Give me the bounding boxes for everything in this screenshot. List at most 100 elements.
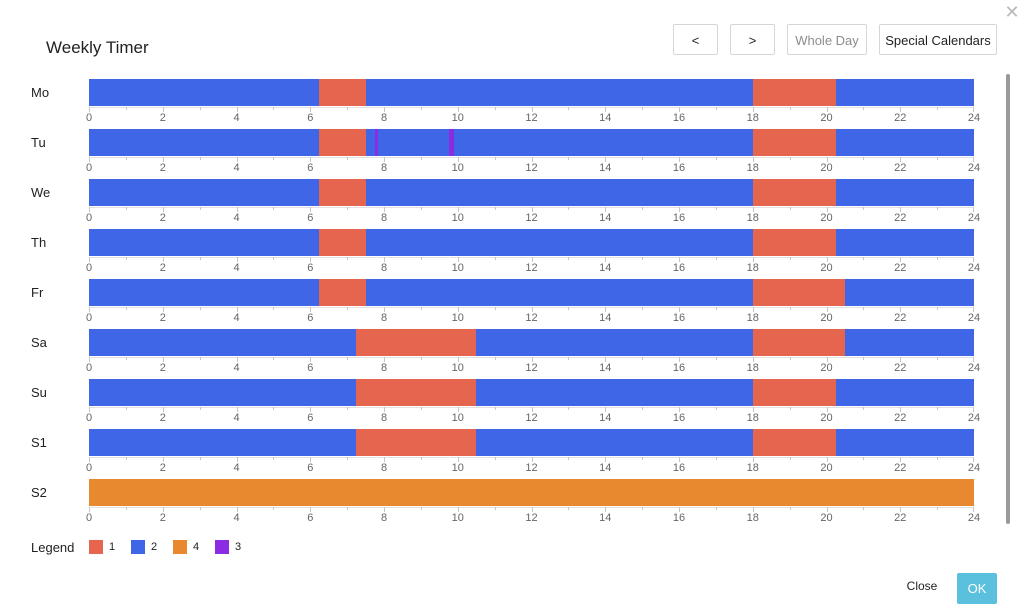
timeline-segment[interactable] [89, 329, 357, 356]
axis-tick [605, 407, 607, 412]
timeline-segment[interactable] [835, 229, 974, 256]
whole-day-button[interactable]: Whole Day [787, 24, 867, 55]
timeline-segment[interactable] [752, 229, 836, 256]
prev-button[interactable]: < [673, 24, 718, 55]
next-button[interactable]: > [730, 24, 775, 55]
axis-tick [973, 407, 974, 412]
axis-tick-label: 10 [451, 412, 464, 424]
axis-tick-label: 16 [672, 512, 686, 524]
timeline-segment[interactable] [356, 379, 477, 406]
timeline-segment[interactable] [448, 129, 455, 156]
timeline-segment[interactable] [319, 229, 366, 256]
axis-tick-label: 20 [820, 262, 833, 274]
axis-tick-label: 8 [380, 462, 388, 474]
timeline-segment[interactable] [89, 279, 320, 306]
timeline-segment[interactable] [752, 429, 836, 456]
timeline-segment[interactable] [319, 79, 366, 106]
axis-tick [236, 407, 238, 412]
timeline-bar[interactable] [89, 179, 974, 206]
timeline-segment[interactable] [835, 429, 974, 456]
timeline-segment[interactable] [835, 129, 974, 156]
timeline-segment[interactable] [89, 79, 320, 106]
axis-tick-label: 18 [746, 462, 759, 474]
axis-tick [605, 257, 607, 262]
timeline-segment[interactable] [365, 229, 753, 256]
axis-minor-tick [420, 457, 422, 460]
axis-tick [531, 507, 533, 512]
timeline-segment[interactable] [476, 429, 753, 456]
axis-minor-tick [863, 107, 865, 110]
timeline-bar[interactable] [89, 129, 974, 156]
timeline-segment[interactable] [844, 329, 974, 356]
timeline-bar[interactable] [89, 279, 974, 306]
axis-minor-tick [347, 457, 349, 460]
scrollbar[interactable] [1006, 74, 1010, 524]
axis-tick-label: 0 [85, 412, 93, 424]
timeline-segment[interactable] [454, 129, 753, 156]
axis-minor-tick [642, 457, 644, 460]
timeline-segment[interactable] [319, 179, 366, 206]
timeline-segment[interactable] [374, 129, 378, 156]
axis-tick-label: 18 [746, 312, 759, 324]
axis-tick [384, 457, 385, 462]
axis-tick-label: 16 [672, 462, 686, 474]
timeline-segment[interactable] [89, 229, 320, 256]
timeline-segment[interactable] [835, 379, 974, 406]
axis-tick-label: 16 [672, 412, 686, 424]
timeline-segment[interactable] [835, 179, 974, 206]
timeline-bar[interactable] [89, 229, 974, 256]
timeline-bar[interactable] [89, 329, 974, 356]
axis-tick-label: 14 [599, 362, 612, 374]
axis-tick-label: 14 [599, 212, 612, 224]
timeline-segment[interactable] [89, 479, 974, 506]
close-button[interactable]: Close [906, 579, 938, 593]
axis-tick-label: 4 [233, 312, 240, 324]
timeline-segment[interactable] [356, 329, 477, 356]
timeline-segment[interactable] [752, 79, 836, 106]
timeline-segment[interactable] [89, 429, 357, 456]
axis-minor-tick [863, 207, 865, 210]
axis-tick [457, 107, 459, 112]
axis-tick-label: 20 [820, 512, 833, 524]
axis-minor-tick [789, 457, 791, 460]
axis-minor-tick [125, 457, 127, 460]
timeline-segment[interactable] [365, 129, 375, 156]
timeline-segment[interactable] [319, 279, 366, 306]
timeline-bar[interactable] [89, 429, 974, 456]
timeline-segment[interactable] [356, 429, 477, 456]
timeline-segment[interactable] [752, 329, 845, 356]
timeline-bar[interactable] [89, 379, 974, 406]
timeline-segment[interactable] [752, 279, 845, 306]
timeline-segment[interactable] [752, 379, 836, 406]
timeline-segment[interactable] [89, 379, 357, 406]
axis-minor-tick [789, 207, 791, 210]
timeline-bar[interactable] [89, 79, 974, 106]
axis-tick [531, 207, 533, 212]
axis-tick-label: 6 [307, 162, 314, 174]
timeline-segment[interactable] [844, 279, 974, 306]
axis-minor-tick [642, 207, 644, 210]
special-calendars-button[interactable]: Special Calendars [879, 24, 997, 55]
axis-tick-label: 2 [159, 262, 166, 274]
timeline-segment[interactable] [89, 179, 320, 206]
timeline-segment[interactable] [319, 129, 366, 156]
timeline-segment[interactable] [752, 179, 836, 206]
axis-minor-tick [789, 257, 791, 260]
axis-tick [605, 357, 607, 362]
timeline-segment[interactable] [377, 129, 449, 156]
timeline-bar[interactable] [89, 479, 974, 506]
axis-tick [89, 507, 90, 512]
timeline-segment[interactable] [365, 79, 753, 106]
timeline-segment[interactable] [365, 279, 753, 306]
timeline-segment[interactable] [365, 179, 753, 206]
timeline-segment[interactable] [752, 129, 836, 156]
close-icon[interactable]: ✕ [1004, 2, 1020, 22]
timeline-segment[interactable] [476, 329, 753, 356]
timeline-segment[interactable] [476, 379, 753, 406]
axis-tick [236, 107, 238, 112]
axis-tick [162, 157, 164, 162]
timeline-segment[interactable] [835, 79, 974, 106]
timeline-segment[interactable] [89, 129, 320, 156]
ok-button[interactable]: OK [957, 573, 997, 604]
axis-minor-tick [273, 157, 275, 160]
